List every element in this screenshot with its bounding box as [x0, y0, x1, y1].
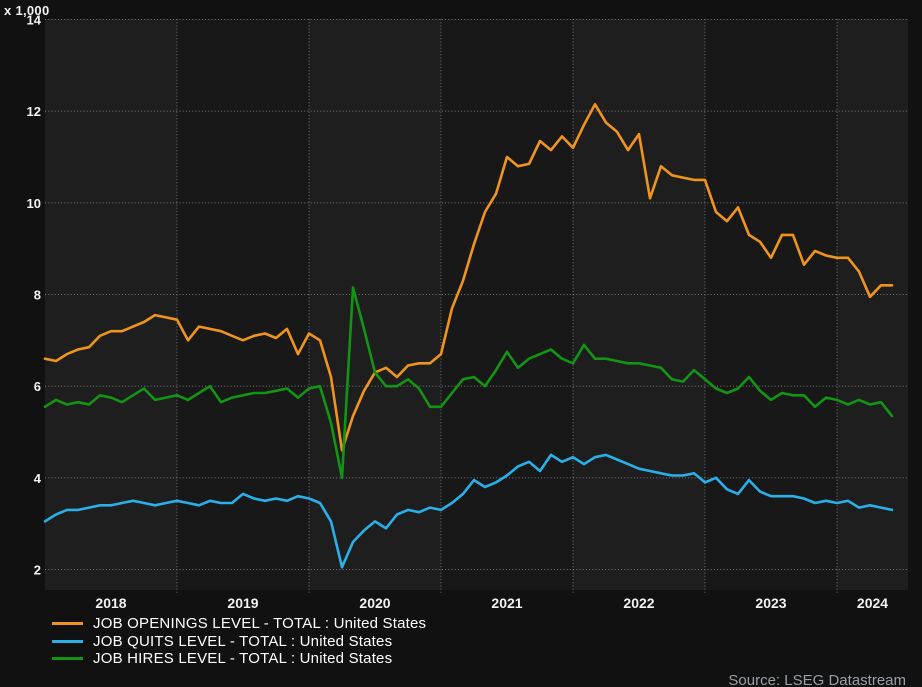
data-line — [43, 453, 894, 569]
y-tick-label: 6 — [34, 379, 41, 394]
source-attribution: Source: LSEG Datastream — [728, 672, 906, 687]
y-tick-label: 10 — [27, 196, 41, 211]
legend-item-quits: JOB QUITS LEVEL - TOTAL : United States — [52, 633, 426, 651]
legend-item-hires: JOB HIRES LEVEL - TOTAL : United States — [52, 650, 426, 668]
x-tick-label: 2024 — [857, 595, 888, 611]
legend-item-openings: JOB OPENINGS LEVEL - TOTAL : United Stat… — [52, 615, 426, 633]
data-line — [43, 286, 894, 480]
x-tick-label: 2020 — [359, 595, 390, 611]
legend-label-quits: JOB QUITS LEVEL - TOTAL : United States — [93, 632, 393, 650]
legend-label-hires: JOB HIRES LEVEL - TOTAL : United States — [93, 650, 393, 668]
y-tick-label: 14 — [27, 13, 42, 28]
y-tick-label: 8 — [34, 288, 41, 303]
hires-line-swatch-icon — [52, 657, 83, 661]
x-tick-label: 2023 — [755, 595, 786, 611]
y-tick-label: 2 — [34, 563, 41, 578]
x-tick-label: 2022 — [623, 595, 654, 611]
legend: JOB OPENINGS LEVEL - TOTAL : United Stat… — [52, 615, 426, 668]
y-tick-label: 4 — [34, 471, 42, 486]
x-tick-label: 2018 — [95, 595, 126, 611]
quits-line-swatch-icon — [52, 639, 83, 643]
x-tick-label: 2021 — [491, 595, 522, 611]
y-tick-label: 12 — [27, 104, 41, 119]
data-line — [43, 103, 894, 452]
x-tick-label: 2019 — [227, 595, 258, 611]
openings-line-swatch-icon — [52, 622, 83, 626]
legend-label-openings: JOB OPENINGS LEVEL - TOTAL : United Stat… — [93, 615, 427, 633]
y-axis-unit-label: x 1,000 — [4, 3, 50, 18]
